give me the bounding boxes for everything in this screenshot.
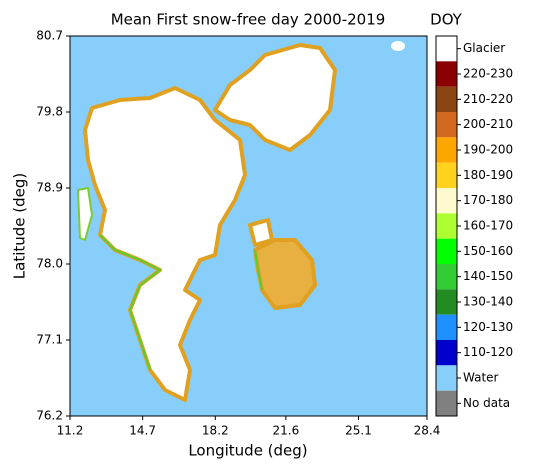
x-tick-label: 18.2 <box>202 424 229 438</box>
plot-frame <box>69 35 428 417</box>
kvitoya <box>391 41 405 51</box>
x-tick-label: 25.1 <box>345 424 372 438</box>
legend-label: 190-200 <box>463 143 513 157</box>
legend-swatch <box>436 188 457 214</box>
legend-label: 200-210 <box>463 117 513 131</box>
y-tick-label: 78.0 <box>36 257 63 271</box>
legend-swatch <box>436 314 457 340</box>
legend-label: 210-220 <box>463 92 513 106</box>
legend-label: Glacier <box>463 41 505 55</box>
barentsoya <box>248 218 274 247</box>
nordaustlandet <box>213 43 337 152</box>
legend-label: 160-170 <box>463 219 513 233</box>
y-tick-label: 77.1 <box>36 333 63 347</box>
legend-label: 110-120 <box>463 345 513 359</box>
x-tick-label: 11.2 <box>57 424 84 438</box>
legend-label: Water <box>463 371 499 385</box>
green-coast <box>99 234 161 371</box>
x-tick-label: 28.4 <box>414 424 441 438</box>
legend-label: No data <box>463 396 510 410</box>
legend-label: 150-160 <box>463 244 513 258</box>
green-coast <box>254 249 263 291</box>
y-tick-label: 78.9 <box>36 181 63 195</box>
legend-swatch <box>436 137 457 163</box>
legend-title: DOY <box>430 11 463 29</box>
y-tick-label: 80.7 <box>36 29 63 43</box>
chart-title: Mean First snow-free day 2000-2019 <box>111 11 386 29</box>
legend-frame <box>435 35 458 417</box>
legend-swatch <box>436 238 457 264</box>
legend-label: 120-130 <box>463 320 513 334</box>
legend-swatch <box>436 289 457 315</box>
y-axis-label: Latitude (deg) <box>11 173 29 279</box>
x-tick-label: 21.6 <box>273 424 300 438</box>
legend-swatch <box>436 264 457 290</box>
y-tick-label: 76.2 <box>36 409 63 423</box>
legend-swatch <box>436 112 457 138</box>
x-tick-label: 14.7 <box>129 424 156 438</box>
legend-swatch <box>436 61 457 87</box>
legend-label: 140-150 <box>463 269 513 283</box>
legend-label: 170-180 <box>463 193 513 207</box>
x-axis-label: Longitude (deg) <box>188 442 307 460</box>
legend-swatch <box>436 36 457 62</box>
land <box>77 41 405 402</box>
legend-label: 180-190 <box>463 168 513 182</box>
legend-swatch <box>436 86 457 112</box>
legend-swatch <box>436 365 457 391</box>
legend-label: 220-230 <box>463 67 513 81</box>
legend-swatch <box>436 162 457 188</box>
legend-swatch <box>436 340 457 366</box>
legend-label: 130-140 <box>463 295 513 309</box>
y-tick-label: 79.8 <box>36 105 63 119</box>
legend-swatch <box>436 390 457 416</box>
prins-karls-forland <box>77 187 93 241</box>
legend-swatch <box>436 213 457 239</box>
